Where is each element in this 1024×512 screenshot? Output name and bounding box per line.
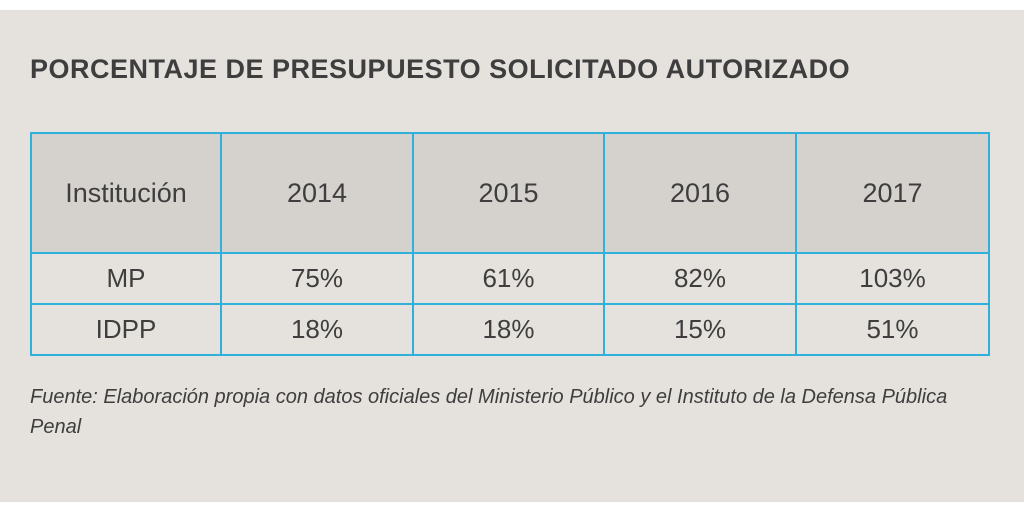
- header-2015: 2015: [412, 132, 605, 254]
- content-panel: PORCENTAJE DE PRESUPUESTO SOLICITADO AUT…: [0, 10, 1024, 502]
- header-2014: 2014: [220, 132, 414, 254]
- source-note: Fuente: Elaboración propia con datos ofi…: [30, 386, 948, 438]
- cell-value: 15%: [603, 303, 797, 356]
- header-2016: 2016: [603, 132, 797, 254]
- cell-value: 61%: [412, 252, 605, 305]
- cell-value: 18%: [412, 303, 605, 356]
- cell-value: 75%: [220, 252, 414, 305]
- cell-institution: MP: [30, 252, 222, 305]
- page-title: PORCENTAJE DE PRESUPUESTO SOLICITADO AUT…: [30, 54, 851, 84]
- table-row: MP 75% 61% 82% 103%: [30, 252, 990, 305]
- cell-institution: IDPP: [30, 303, 222, 356]
- header-2017: 2017: [795, 132, 990, 254]
- table-header-row: Institución 2014 2015 2016 2017: [30, 132, 990, 254]
- table-row: IDPP 18% 18% 15% 51%: [30, 303, 990, 356]
- budget-table: Institución 2014 2015 2016 2017 MP 75% 6…: [30, 132, 990, 356]
- cell-value: 103%: [795, 252, 990, 305]
- cell-value: 51%: [795, 303, 990, 356]
- header-institution: Institución: [30, 132, 222, 254]
- cell-value: 82%: [603, 252, 797, 305]
- cell-value: 18%: [220, 303, 414, 356]
